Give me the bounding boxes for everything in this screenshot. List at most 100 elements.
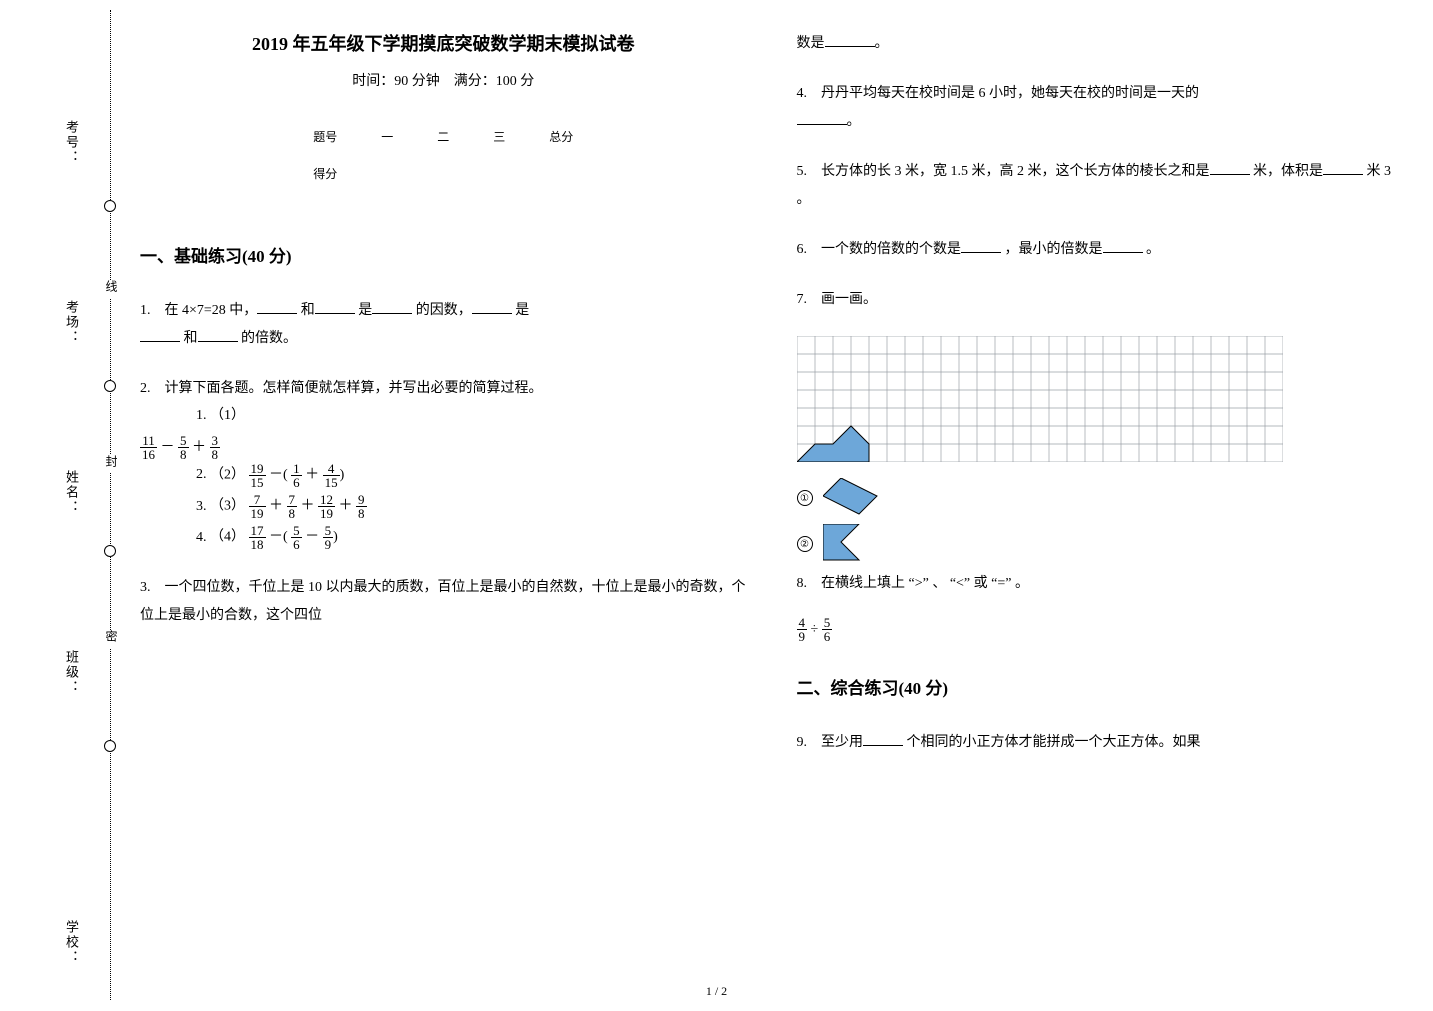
q9-tail: 个相同的小正方体才能拼成一个大正方体。如果: [907, 735, 1201, 750]
q1-text: 的倍数。: [241, 331, 297, 346]
blank[interactable]: [372, 300, 412, 314]
question-1: 1. 在 4×7=28 中， 和 是 的因数， 是 和 的倍数。: [140, 297, 747, 353]
fraction: 719: [249, 493, 266, 520]
q7-text: 7. 画一画。: [797, 292, 878, 307]
seal-circle: [104, 380, 116, 392]
q2-item-2: （2） 1915 －( 16 ＋ 415): [210, 462, 747, 489]
exam-title: 2019 年五年级下学期摸底突破数学期末模拟试卷: [140, 30, 747, 56]
q2-item-1: （1）: [210, 403, 747, 430]
grid-svg: [797, 336, 1283, 462]
q5-mid: 米，体积是: [1253, 164, 1323, 179]
question-6: 6. 一个数的倍数的个数是 ，最小的倍数是 。: [797, 236, 1404, 264]
question-8: 8. 在横线上填上 “>” 、 “<” 或 “=” 。 49 ÷ 56: [797, 570, 1404, 644]
q4-text: 4. 丹丹平均每天在校时间是 6 小时，她每天在校的时间是一天的: [797, 86, 1200, 101]
question-7: 7. 画一画。: [797, 286, 1404, 314]
blank[interactable]: [1210, 161, 1250, 175]
blank[interactable]: [140, 328, 180, 342]
q2-label: （3）: [210, 499, 245, 514]
blank[interactable]: [472, 300, 512, 314]
score-header: 二: [415, 118, 471, 155]
label-school: 学校：: [62, 920, 81, 965]
label-class: 班级：: [62, 650, 81, 695]
fraction: 98: [356, 493, 367, 520]
q1-text: 和: [184, 331, 198, 346]
shape-1-icon: [823, 478, 883, 518]
label-circle-1: ①: [797, 490, 813, 506]
seal-text-3: 密: [103, 630, 120, 648]
q2-item-4: （4） 1718 －( 56 － 59): [210, 524, 747, 551]
seal-line: [110, 10, 111, 1000]
q1-text: 是: [358, 303, 372, 318]
blank[interactable]: [1103, 239, 1143, 253]
blank[interactable]: [198, 328, 238, 342]
q1-text: 是: [515, 303, 529, 318]
fraction: 78: [287, 493, 298, 520]
question-3-cont: 数是 。: [797, 30, 1404, 58]
fraction: 49: [797, 616, 808, 643]
score-table: 题号 一 二 三 总分 得分: [291, 118, 595, 192]
score-header: 总分: [527, 118, 595, 155]
q2-label: （2）: [210, 467, 245, 482]
q8-op: ÷: [811, 622, 819, 637]
blank[interactable]: [797, 111, 847, 125]
fraction: 415: [323, 462, 340, 489]
question-9: 9. 至少用 个相同的小正方体才能拼成一个大正方体。如果: [797, 729, 1404, 757]
seal-text-1: 线: [103, 280, 120, 298]
q6-tail: 。: [1146, 242, 1160, 257]
seal-text-2: 封: [103, 455, 120, 473]
seal-circle: [104, 545, 116, 557]
question-5: 5. 长方体的长 3 米，宽 1.5 米，高 2 米，这个长方体的棱长之和是 米…: [797, 158, 1404, 214]
shape-1-row: ①: [797, 478, 1404, 518]
q2-expr-1: 1116 － 58 ＋ 38: [140, 434, 747, 462]
q5-text: 5. 长方体的长 3 米，宽 1.5 米，高 2 米，这个长方体的棱长之和是: [797, 164, 1210, 179]
q3-cont: 数是: [797, 36, 825, 51]
fraction: 56: [822, 616, 833, 643]
label-name: 姓名：: [62, 470, 81, 515]
left-column: 2019 年五年级下学期摸底突破数学期末模拟试卷 时间：90 分钟 满分：100…: [140, 30, 747, 971]
question-3: 3. 一个四位数，千位上是 10 以内最大的质数，百位上是最小的自然数，十位上是…: [140, 574, 747, 630]
fraction: 1915: [249, 462, 266, 489]
q2-stem: 2. 计算下面各题。怎样简便就怎样算，并写出必要的简算过程。: [140, 375, 747, 403]
question-2: 2. 计算下面各题。怎样简便就怎样算，并写出必要的简算过程。 （1） 1116 …: [140, 375, 747, 552]
page-body: 2019 年五年级下学期摸底突破数学期末模拟试卷 时间：90 分钟 满分：100…: [140, 30, 1403, 971]
blank[interactable]: [257, 300, 297, 314]
fraction: 1219: [318, 493, 335, 520]
q6-mid: ，最小的倍数是: [1005, 242, 1103, 257]
seal-circle: [104, 200, 116, 212]
q8-stem: 8. 在横线上填上 “>” 、 “<” 或 “=” 。: [797, 570, 1404, 598]
q1-text: 和: [301, 303, 315, 318]
fraction: 56: [291, 524, 302, 551]
q6-text: 6. 一个数的倍数的个数是: [797, 242, 962, 257]
fraction: 58: [178, 434, 189, 461]
q1-text: 的因数，: [416, 303, 472, 318]
grid-figure: [797, 336, 1404, 462]
section-1-title: 一、基础练习(40 分): [140, 242, 747, 267]
fraction: 1718: [249, 524, 266, 551]
section-2-title: 二、综合练习(40 分): [797, 674, 1404, 699]
fraction: 16: [291, 462, 302, 489]
q3-tail: 。: [875, 36, 889, 51]
q2-item-3: （3） 719 ＋ 78 ＋ 1219 ＋ 98: [210, 493, 747, 520]
blank[interactable]: [961, 239, 1001, 253]
blank[interactable]: [315, 300, 355, 314]
blank[interactable]: [825, 33, 875, 47]
score-header: 题号: [291, 118, 359, 155]
fraction: 1116: [140, 434, 157, 461]
q3-text: 3. 一个四位数，千位上是 10 以内最大的质数，百位上是最小的自然数，十位上是…: [140, 580, 746, 623]
score-header: 一: [359, 118, 415, 155]
binding-margin: 考号： 考场： 姓名： 班级： 学校： 线 封 密: [0, 0, 120, 1011]
question-4: 4. 丹丹平均每天在校时间是 6 小时，她每天在校的时间是一天的 。: [797, 80, 1404, 136]
shape-2-icon: [823, 524, 863, 564]
q9-text: 9. 至少用: [797, 735, 864, 750]
page-number: 1 / 2: [706, 984, 727, 999]
q4-tail: 。: [847, 114, 861, 129]
shape-2-row: ②: [797, 524, 1404, 564]
blank[interactable]: [1323, 161, 1363, 175]
score-row-label: 得分: [291, 155, 359, 192]
q2-label: （1）: [210, 408, 245, 423]
score-header: 三: [471, 118, 527, 155]
blank[interactable]: [863, 732, 903, 746]
q1-text: 1. 在 4×7=28 中，: [140, 303, 257, 318]
q2-label: （4）: [210, 530, 245, 545]
label-circle-2: ②: [797, 536, 813, 552]
